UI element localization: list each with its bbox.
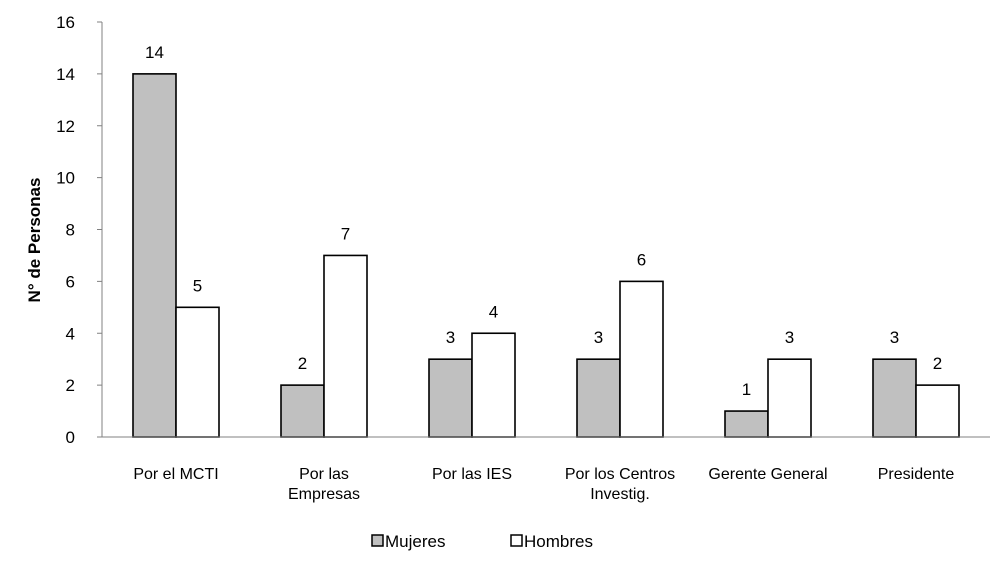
x-category-label: Por las IES bbox=[432, 466, 512, 483]
bar-mujeres bbox=[724, 410, 769, 438]
data-label: 4 bbox=[489, 302, 498, 321]
y-tick-label: 12 bbox=[56, 117, 75, 136]
legend-label-mujeres: Mujeres bbox=[385, 532, 445, 551]
y-axis-title: N° de Personas bbox=[25, 178, 44, 303]
data-label: 6 bbox=[637, 250, 646, 269]
y-tick-label: 8 bbox=[66, 221, 75, 240]
bar-hombres bbox=[175, 306, 220, 438]
data-label: 7 bbox=[341, 224, 350, 243]
y-tick-label: 2 bbox=[66, 376, 75, 395]
data-label: 1 bbox=[742, 380, 751, 399]
bar-hombres bbox=[323, 254, 368, 438]
y-tick-label: 4 bbox=[66, 324, 75, 343]
bar-hombres bbox=[619, 280, 664, 438]
data-label: 3 bbox=[785, 328, 794, 347]
data-label: 3 bbox=[446, 328, 455, 347]
y-tick-label: 16 bbox=[56, 13, 75, 32]
data-label: 14 bbox=[145, 43, 164, 62]
x-category-label: Empresas bbox=[288, 486, 360, 503]
y-tick-label: 14 bbox=[56, 65, 75, 84]
bar-mujeres bbox=[280, 384, 325, 438]
x-category-label: Por los Centros bbox=[565, 466, 675, 483]
bar-mujeres bbox=[132, 73, 177, 438]
x-category-label: Gerente General bbox=[708, 466, 827, 483]
data-label: 5 bbox=[193, 276, 202, 295]
bar-mujeres bbox=[428, 358, 473, 438]
y-tick-label: 10 bbox=[56, 169, 75, 188]
bar-hombres bbox=[915, 384, 960, 438]
legend-label-hombres: Hombres bbox=[524, 532, 593, 551]
legend-swatch-hombres bbox=[510, 534, 523, 547]
data-label: 2 bbox=[298, 354, 307, 373]
data-label: 3 bbox=[890, 328, 899, 347]
x-category-label: Por el MCTI bbox=[133, 466, 218, 483]
y-tick-label: 0 bbox=[66, 428, 75, 447]
x-category-label: Investig. bbox=[590, 486, 650, 503]
y-tick-label: 6 bbox=[66, 272, 75, 291]
data-label: 2 bbox=[933, 354, 942, 373]
x-category-label: Por las bbox=[299, 466, 349, 483]
bar-hombres bbox=[767, 358, 812, 438]
x-category-label: Presidente bbox=[878, 466, 955, 483]
legend-swatch-mujeres bbox=[371, 534, 384, 547]
bar-hombres bbox=[471, 332, 516, 438]
bar-mujeres bbox=[872, 358, 917, 438]
data-label: 3 bbox=[594, 328, 603, 347]
bar-mujeres bbox=[576, 358, 621, 438]
